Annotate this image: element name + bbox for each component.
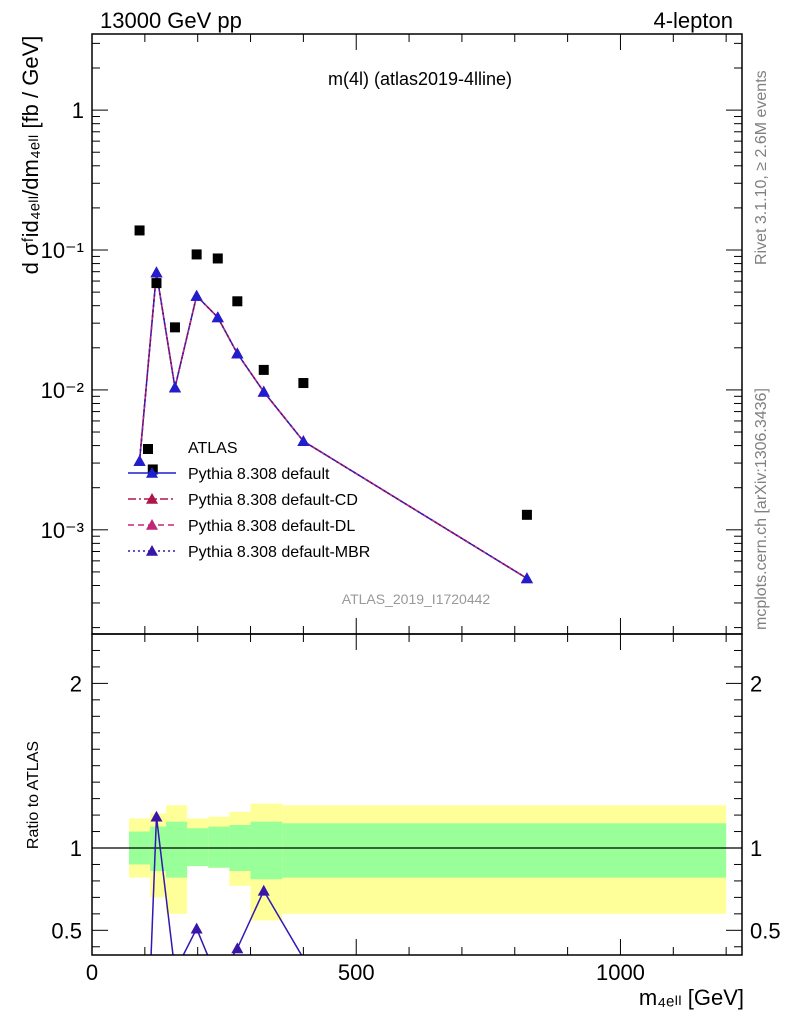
series-marker-0 (297, 435, 310, 446)
band-inner (208, 826, 230, 868)
atlas-point (134, 225, 145, 236)
band-inner (250, 821, 283, 880)
atlas-point (151, 278, 162, 289)
legend-label: Pythia 8.308 default-MBR (188, 544, 370, 561)
ratio-marker (150, 810, 163, 822)
series-marker-0 (231, 347, 244, 359)
series-line-1 (138, 272, 528, 579)
series-marker-0 (133, 455, 146, 466)
y-tick-label-bottom: 2 (70, 671, 82, 696)
mcplots-label: mcplots.cern.ch [arXiv:1306.3436] (753, 388, 770, 630)
ratio-marker (231, 942, 244, 954)
watermark: ATLAS_2019_I1720442 (342, 591, 491, 607)
atlas-point (232, 296, 243, 307)
y-axis-label-top: d σᶠid₄ₑₗₗ/dm₄ₑₗₗ [fb / GeV] (18, 36, 43, 275)
atlas-point (212, 253, 223, 264)
legend-marker (146, 467, 158, 478)
band-inner (187, 828, 209, 867)
legend-label: Pythia 8.308 default-DL (188, 518, 355, 535)
y-tick-label-bottom: 1 (70, 836, 82, 861)
legend-label: Pythia 8.308 default (188, 466, 330, 483)
legend-marker (146, 545, 158, 556)
main-plot-panel: m(4l) (atlas2019-4lline) ATLAS_2019_I172… (18, 33, 743, 635)
atlas-point (169, 322, 180, 333)
ratio-plot-panel: 0.5 0.5 1 1 2 2 0 500 1000 Ratio to ATLAS m₄ₑₗₗ … (25, 633, 781, 1010)
legend: ATLAS Pythia 8.308 default Pythia 8.308 de… (128, 440, 370, 561)
legend-marker (146, 493, 158, 504)
ratio-line-overlay (150, 816, 303, 955)
band-inner (165, 821, 188, 878)
y-tick-label-bottom-right: 1 (750, 836, 762, 861)
ratio-marker (190, 922, 203, 934)
y-tick-label-top: 10⁻³ (41, 518, 84, 543)
series-marker-0 (190, 289, 203, 301)
legend-marker-atlas (143, 444, 153, 454)
x-axis-label: m₄ₑₗₗ [GeV] (639, 985, 744, 1010)
header-right: 4-lepton (653, 8, 733, 33)
y-tick-label-bottom: 0.5 (51, 918, 82, 943)
header-left: 13000 GeV pp (100, 8, 242, 33)
series-marker-0 (150, 266, 163, 278)
series-marker-0 (168, 381, 181, 393)
legend-label: Pythia 8.308 default-CD (188, 492, 358, 509)
y-axis-label-bottom: Ratio to ATLAS (25, 741, 42, 849)
series-marker-0 (520, 572, 533, 584)
atlas-point (258, 364, 269, 375)
series-marker-0 (257, 385, 270, 397)
legend-label: ATLAS (188, 440, 238, 457)
plot-title: m(4l) (atlas2019-4lline) (328, 69, 512, 89)
band-inner (282, 823, 727, 878)
atlas-point (191, 249, 202, 260)
legend-marker (146, 519, 158, 530)
y-tick-label-top: 1 (72, 98, 84, 123)
y-tick-label-bottom-right: 0.5 (750, 918, 781, 943)
y-tick-label-top: 10⁻¹ (41, 238, 84, 263)
ratio-marker (257, 884, 270, 896)
y-tick-label-bottom-right: 2 (750, 671, 762, 696)
series-marker-0 (211, 311, 224, 323)
x-tick-label: 0 (86, 960, 98, 985)
bottom-frame (91, 633, 743, 956)
x-tick-label: 500 (338, 960, 375, 985)
rivet-label: Rivet 3.1.10, ≥ 2.6M events (753, 70, 770, 265)
atlas-point (521, 509, 532, 520)
atlas-point (298, 378, 309, 389)
x-tick-label: 1000 (596, 960, 645, 985)
y-tick-label-top: 10⁻² (41, 378, 84, 403)
